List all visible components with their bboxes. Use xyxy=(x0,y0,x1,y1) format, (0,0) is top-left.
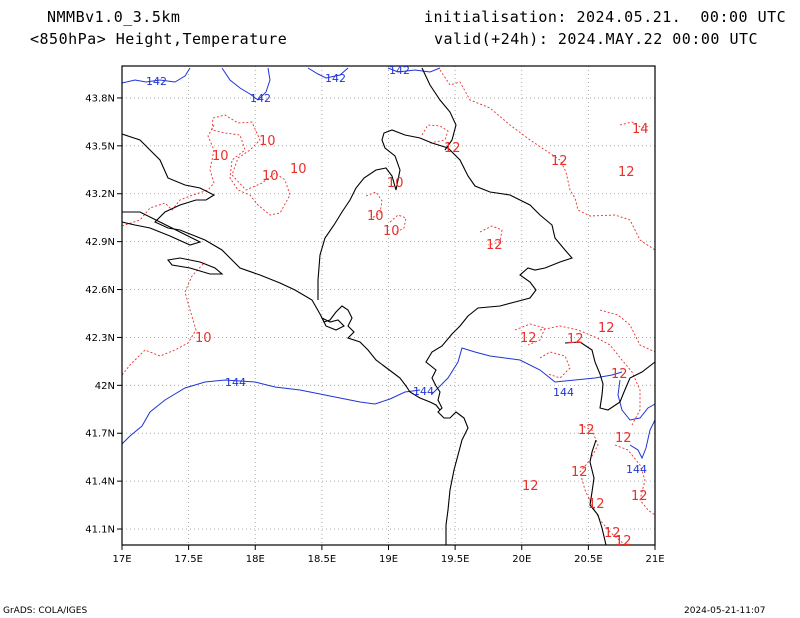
lon-tick-label: 20.5E xyxy=(574,554,603,565)
temperature-contour xyxy=(479,225,503,246)
height-label: 142 xyxy=(146,75,167,88)
temperature-label: 12 xyxy=(604,526,621,541)
height-contour xyxy=(221,67,271,101)
lat-tick-label: 43.5N xyxy=(85,141,115,152)
temperature-label: 10 xyxy=(290,162,307,177)
temperature-label: 12 xyxy=(611,367,628,382)
coastline xyxy=(435,385,469,545)
lat-tick-label: 42.6N xyxy=(85,285,115,296)
lon-tick-label: 17E xyxy=(112,554,131,565)
temperature-contour xyxy=(579,424,626,546)
temperature-contour xyxy=(121,261,206,376)
temperature-label: 12 xyxy=(567,332,584,347)
height-label: 142 xyxy=(325,72,346,85)
temperature-label: 12 xyxy=(520,331,537,346)
credit-label: GrADS: COLA/IGES xyxy=(3,606,88,616)
lat-tick-label: 42.3N xyxy=(85,333,115,344)
lat-tick-label: 43.2N xyxy=(85,189,115,200)
temperature-contour xyxy=(619,121,651,129)
temperature-contour xyxy=(421,124,449,144)
valid-time: valid(+24h): 2024.MAY.22 00:00 UTC xyxy=(434,30,759,48)
temperature-label: 12 xyxy=(598,321,615,336)
temperature-label: 10 xyxy=(262,169,279,184)
height-contour xyxy=(617,379,656,421)
temperature-label: 10 xyxy=(367,209,384,224)
temperature-contour xyxy=(211,114,291,216)
height-contour xyxy=(121,67,191,84)
border xyxy=(589,439,607,546)
lon-tick-label: 19E xyxy=(379,554,398,565)
lon-tick-label: 20E xyxy=(512,554,531,565)
grid-lines xyxy=(122,66,655,545)
coastline xyxy=(121,211,202,246)
init-time: initialisation: 2024.05.21. 00:00 UTC xyxy=(424,8,787,26)
height-label: 144 xyxy=(413,385,434,398)
height-contour xyxy=(387,67,441,73)
temperature-label: 12 xyxy=(551,154,568,169)
temperature-label: 12 xyxy=(618,165,635,180)
lon-tick-label: 18.5E xyxy=(308,554,337,565)
height-contours xyxy=(121,67,656,460)
temperature-label: 10 xyxy=(212,149,229,164)
temperature-contour xyxy=(539,325,641,426)
temperature-label: 10 xyxy=(383,224,400,239)
temperature-label: 12 xyxy=(444,141,461,156)
temperature-label: 12 xyxy=(588,497,605,512)
temperature-contour xyxy=(389,214,407,234)
coastline xyxy=(121,133,441,411)
height-contour xyxy=(121,379,421,445)
temperature-labels: 10 10 10 10 10 10 10 10 12 12 12 12 12 1… xyxy=(195,122,649,549)
height-contour xyxy=(431,347,623,395)
axis-ticks xyxy=(117,97,656,550)
model-title: NMMBv1.0_3.5km xyxy=(47,8,181,26)
lon-tick-label: 19.5E xyxy=(441,554,470,565)
coastline-borders xyxy=(121,67,656,546)
lat-tick-label: 41.4N xyxy=(85,477,115,488)
lon-tick-label: 18E xyxy=(246,554,265,565)
temperature-label: 14 xyxy=(632,122,649,137)
height-label: 142 xyxy=(389,64,410,77)
border xyxy=(421,67,457,151)
height-contour xyxy=(307,67,349,79)
lon-tick-label: 17.5E xyxy=(174,554,203,565)
temperature-label: 12 xyxy=(631,489,648,504)
level-fields-title: <850hPa> Height,Temperature xyxy=(30,30,288,48)
border xyxy=(564,341,656,411)
temperature-label: 10 xyxy=(259,134,276,149)
lat-tick-label: 41.7N xyxy=(85,429,115,440)
lon-tick-label: 21E xyxy=(645,554,664,565)
temperature-label: 12 xyxy=(522,479,539,494)
temperature-label: 12 xyxy=(578,423,595,438)
temperature-label: 12 xyxy=(615,534,632,549)
temperature-contour xyxy=(614,444,656,516)
coastline xyxy=(166,257,224,275)
temperature-label: 10 xyxy=(195,331,212,346)
height-labels: 142 142 142 142 144 144 144 144 xyxy=(146,64,647,476)
temperature-label: 12 xyxy=(486,238,503,253)
lat-tick-label: 41.1N xyxy=(85,525,115,536)
lat-tick-label: 43.8N xyxy=(85,93,115,104)
height-label: 142 xyxy=(250,92,271,105)
height-label: 144 xyxy=(626,463,647,476)
height-label: 144 xyxy=(553,386,574,399)
coastline xyxy=(320,316,345,331)
temperature-contour xyxy=(439,69,656,251)
temperature-contours xyxy=(121,69,656,546)
temperature-label: 12 xyxy=(571,465,588,480)
border xyxy=(317,129,573,387)
lat-tick-label: 42N xyxy=(95,381,115,392)
lat-tick-label: 42.9N xyxy=(85,237,115,248)
height-contour xyxy=(629,419,656,460)
temperature-contour xyxy=(539,351,571,379)
temperature-label: 12 xyxy=(615,431,632,446)
temperature-contour xyxy=(599,309,656,353)
height-label: 144 xyxy=(225,376,246,389)
temperature-contour xyxy=(514,323,546,346)
temperature-contour xyxy=(365,191,383,219)
timestamp-label: 2024-05-21-11:07 xyxy=(684,606,766,616)
temperature-label: 10 xyxy=(387,176,404,191)
